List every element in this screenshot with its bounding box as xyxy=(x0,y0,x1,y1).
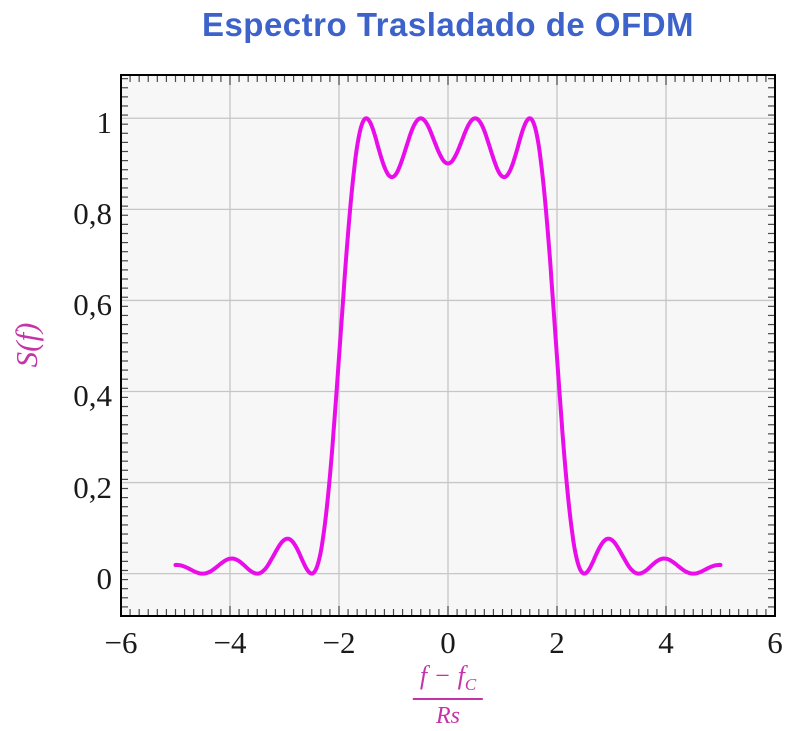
x-tick-label: −2 xyxy=(322,625,356,660)
x-axis-label: f − fC Rs xyxy=(412,661,484,731)
x-tick-label: 2 xyxy=(549,625,565,660)
y-tick-label: 0,4 xyxy=(73,378,112,414)
plot-frame xyxy=(120,74,776,617)
y-tick-label: 1 xyxy=(96,105,113,141)
x-axis-label-numerator: f − fC xyxy=(412,661,484,700)
x-tick-label: −4 xyxy=(213,625,247,660)
x-axis-label-denominator: Rs xyxy=(436,702,460,729)
y-tick-label: 0,6 xyxy=(73,287,112,323)
axis-ticks xyxy=(120,75,775,617)
x-tick-label: −6 xyxy=(104,625,138,660)
page-title: Espectro Trasladado de OFDM xyxy=(201,6,695,43)
y-tick-label: 0 xyxy=(96,560,113,596)
x-tick-label: 0 xyxy=(440,625,456,660)
x-tick-label: 6 xyxy=(767,625,783,660)
y-tick-label: 0,2 xyxy=(73,469,112,505)
y-tick-label: 0,8 xyxy=(73,196,112,232)
y-axis-label: S(f) xyxy=(9,322,44,368)
spectrum-curve xyxy=(173,116,723,576)
grid-lines xyxy=(121,75,775,616)
x-tick-label: 4 xyxy=(658,625,674,660)
